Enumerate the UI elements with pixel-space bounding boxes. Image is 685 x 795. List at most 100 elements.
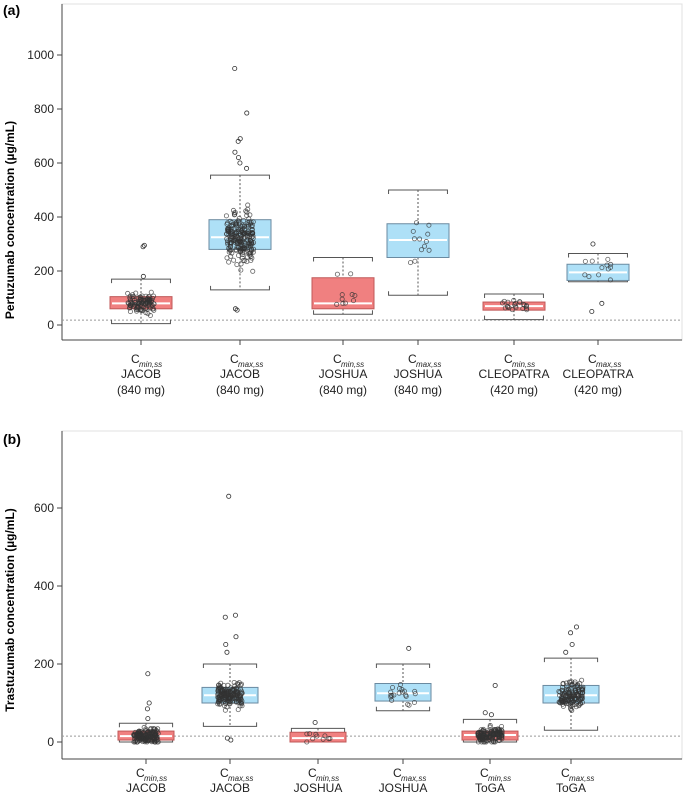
- data-point: [334, 271, 340, 277]
- x-label-study: JACOB: [220, 367, 260, 381]
- data-point: [233, 235, 239, 241]
- data-point: [607, 277, 613, 283]
- data-point: [572, 696, 578, 702]
- data-point: [577, 680, 583, 686]
- y-tick-label: 0: [47, 735, 54, 749]
- data-point: [412, 688, 418, 694]
- data-point: [426, 247, 432, 253]
- data-point: [228, 226, 234, 232]
- x-label-subscript: max,ss: [596, 360, 621, 369]
- data-point: [586, 274, 592, 280]
- x-label-symbol: C: [136, 766, 145, 780]
- data-point: [241, 218, 247, 224]
- outlier-point: [312, 720, 318, 726]
- data-point: [410, 228, 416, 234]
- data-point: [228, 253, 234, 259]
- data-point: [244, 209, 250, 215]
- data-point: [221, 689, 227, 695]
- outlier-point: [563, 649, 569, 655]
- data-point: [215, 701, 221, 707]
- data-point: [475, 729, 481, 735]
- data-point: [139, 732, 145, 738]
- whisker-cap-lower: [202, 722, 258, 727]
- outlier-point: [226, 493, 232, 499]
- data-point: [134, 308, 140, 314]
- data-point: [234, 241, 240, 247]
- data-point: [153, 731, 159, 737]
- data-point: [342, 300, 348, 306]
- data-point: [310, 736, 316, 742]
- x-label-symbol: C: [408, 352, 417, 366]
- data-point: [230, 698, 236, 704]
- data-point: [236, 252, 242, 258]
- data-point: [216, 682, 222, 688]
- data-point: [582, 258, 588, 264]
- data-point: [147, 731, 153, 737]
- data-point: [131, 739, 137, 745]
- outlier-point: [590, 241, 596, 247]
- data-point: [221, 682, 227, 688]
- data-point: [521, 302, 527, 308]
- data-point: [129, 301, 135, 307]
- data-point: [232, 212, 238, 218]
- outlier-point: [224, 735, 230, 741]
- data-point: [426, 222, 432, 228]
- data-point: [557, 700, 563, 706]
- data-point: [217, 701, 223, 707]
- data-point: [414, 220, 420, 226]
- data-point: [232, 692, 238, 698]
- data-point: [246, 250, 252, 256]
- x-label-subscript: max,ss: [401, 774, 426, 783]
- data-point: [236, 215, 242, 221]
- data-point: [231, 257, 237, 263]
- data-point: [245, 235, 251, 241]
- outlier-point: [406, 645, 412, 651]
- outlier-point: [222, 614, 228, 620]
- data-point: [568, 700, 574, 706]
- data-point: [146, 294, 152, 300]
- data-point: [576, 689, 582, 695]
- data-point: [239, 242, 245, 248]
- data-point: [475, 739, 481, 745]
- data-point: [230, 687, 236, 693]
- data-point: [127, 299, 133, 305]
- x-label-symbol: C: [220, 766, 229, 780]
- data-point: [222, 707, 228, 713]
- panel-a-ylabel: Pertuzumab concentration (µg/mL): [3, 121, 17, 319]
- data-point: [579, 696, 585, 702]
- data-point: [423, 239, 429, 245]
- data-point: [236, 244, 242, 250]
- data-point: [238, 261, 244, 267]
- x-label-dose: (840 mg): [216, 383, 264, 397]
- data-point: [245, 202, 251, 208]
- whisker-cap-upper: [543, 657, 599, 663]
- data-point: [235, 707, 241, 713]
- data-point: [568, 693, 574, 699]
- data-point: [136, 729, 142, 735]
- data-point: [233, 229, 239, 235]
- data-point: [139, 293, 145, 299]
- data-point: [229, 223, 235, 229]
- data-point: [127, 309, 133, 315]
- data-point: [339, 292, 345, 298]
- data-point: [575, 692, 581, 698]
- data-point: [224, 231, 230, 237]
- x-label-study: CLEOPATRA: [563, 367, 634, 381]
- data-point: [237, 232, 243, 238]
- data-point: [492, 728, 498, 734]
- data-point: [388, 692, 394, 698]
- x-label-subscript: min,ss: [316, 774, 339, 783]
- x-label-symbol: C: [504, 352, 513, 366]
- data-point: [250, 219, 256, 225]
- y-tick-label: 400: [34, 579, 54, 593]
- x-label-study: JACOB: [121, 367, 161, 381]
- data-point: [304, 731, 310, 737]
- x-label-subscript: min,ss: [144, 774, 167, 783]
- whisker-cap-upper: [290, 727, 346, 733]
- outlier-point: [223, 642, 229, 648]
- data-point: [517, 299, 523, 305]
- data-point: [151, 293, 157, 299]
- x-label-dose: (420 mg): [490, 383, 538, 397]
- data-point: [563, 680, 569, 686]
